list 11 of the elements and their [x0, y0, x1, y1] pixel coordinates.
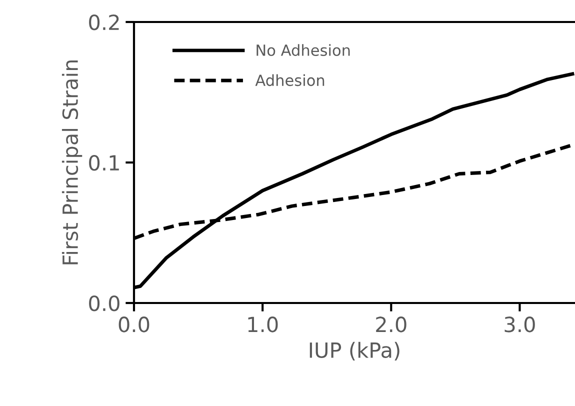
- legend-label: No Adhesion: [256, 44, 350, 56]
- x-axis-title: IUP (kPa): [310, 342, 400, 360]
- x-tick-label: 1.0: [248, 316, 278, 332]
- x-tick-label: 0.0: [118, 316, 150, 332]
- legend-label: Adhesion: [255, 74, 324, 86]
- y-tick-label: 0.2: [89, 14, 119, 30]
- y-tick-label: 0.1: [89, 154, 119, 171]
- x-tick-label: 3.0: [504, 316, 535, 332]
- y-axis-title: First Principal Strain: [62, 60, 82, 264]
- x-tick-label: 2.0: [376, 316, 406, 332]
- y-tick-label: 0.0: [89, 295, 120, 312]
